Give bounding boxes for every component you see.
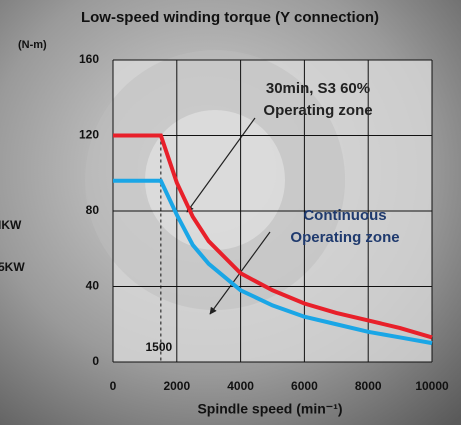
y-axis-label: (N-m) [18,39,47,51]
side-label: IKW [0,218,22,232]
side-label: 5KW [0,260,25,274]
chart-title: Low-speed winding torque (Y connection) [81,9,379,26]
y-tick-label: 160 [79,52,99,66]
x-tick-label: 8000 [355,379,382,393]
x-tick-label: 6000 [291,379,318,393]
annotation: Operating zone [263,102,372,119]
y-tick-label: 0 [92,354,99,368]
x-tick-label: 0 [110,379,117,393]
chart: Low-speed winding torque (Y connection) … [0,0,461,425]
annotation: 30min, S3 60% [266,80,370,97]
y-tick-label: 120 [79,128,99,142]
y-tick-label: 40 [86,279,100,293]
annotation: Continuous [303,207,386,224]
background-disc [145,110,285,250]
y-tick-label: 80 [86,203,100,217]
x-tick-label: 10000 [415,379,449,393]
x-axis-label: Spindle speed (min⁻¹) [197,401,342,417]
annotation: Operating zone [290,229,399,246]
x-tick-label: 2000 [163,379,190,393]
reference-label: 1500 [145,340,172,354]
x-tick-label: 4000 [227,379,254,393]
